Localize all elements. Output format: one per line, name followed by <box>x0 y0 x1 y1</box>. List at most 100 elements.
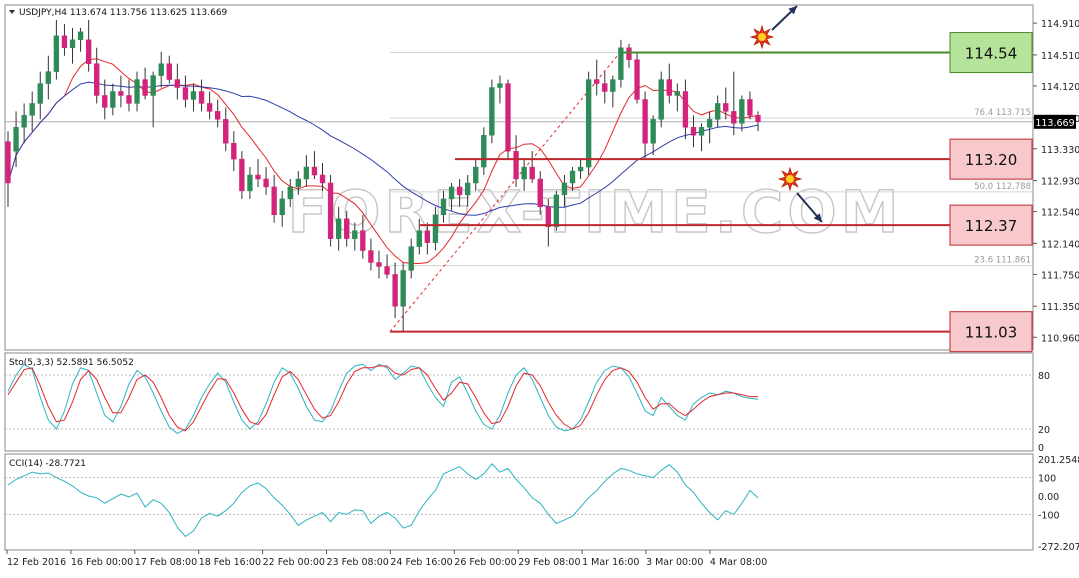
candle-body <box>295 178 301 188</box>
candle <box>674 83 681 112</box>
candle-body <box>287 186 293 200</box>
price-axis-label: 112.930 <box>1041 177 1079 188</box>
candle-body <box>513 150 519 180</box>
candle-body <box>553 194 560 227</box>
candle-body <box>715 103 721 120</box>
candle <box>37 71 43 120</box>
price-panel <box>4 4 1034 351</box>
price-axis-label: 114.910 <box>1041 19 1079 30</box>
candle <box>182 75 189 108</box>
price-axis-label: 111.350 <box>1041 302 1079 313</box>
candle <box>497 75 503 104</box>
candle-body <box>319 174 326 184</box>
price-axis-label: 111.750 <box>1041 270 1079 281</box>
candle <box>45 55 51 100</box>
candle-body <box>610 79 616 92</box>
candle-body <box>731 111 737 124</box>
candle <box>5 131 11 207</box>
dropdown-icon[interactable] <box>9 10 15 14</box>
time-axis-label: 24 Feb 16:00 <box>390 557 452 568</box>
candle <box>448 182 455 211</box>
current-price-text: 113.669 <box>1035 118 1074 129</box>
candle-body <box>5 141 11 184</box>
candle <box>150 71 156 128</box>
candle-body <box>618 47 624 80</box>
cci-panel <box>4 453 1034 551</box>
chart-title: USDJPY,H4 113.674 113.756 113.625 113.66… <box>19 8 228 18</box>
candle <box>505 79 511 160</box>
candle <box>13 111 19 168</box>
candle <box>747 91 753 120</box>
candle <box>594 59 600 96</box>
sto-axis-label: 20 <box>1038 425 1050 436</box>
candle-body <box>626 47 632 60</box>
candle <box>126 79 132 112</box>
candle <box>134 71 140 112</box>
explosion-core <box>786 175 794 183</box>
candle <box>29 91 35 132</box>
candle <box>440 190 447 223</box>
candle <box>561 175 568 207</box>
candle <box>311 151 318 179</box>
candle <box>319 163 326 191</box>
fib-diagonal <box>389 52 621 333</box>
candle <box>569 167 576 191</box>
candle-body <box>206 103 213 112</box>
arrow-head <box>813 213 822 222</box>
time-axis-label: 12 Feb 2016 <box>7 557 66 568</box>
candle-body <box>400 270 406 307</box>
candle-body <box>335 218 342 239</box>
candle <box>723 87 729 120</box>
sto-axis-label: 0 <box>1038 443 1044 454</box>
arrow-up-icon <box>771 5 798 31</box>
candle-body <box>247 174 253 192</box>
candle <box>344 210 350 247</box>
candle <box>174 63 181 100</box>
sto-axis-label: 80 <box>1038 371 1050 382</box>
fib-label: 76.4 113.715 <box>974 108 1031 118</box>
explosion-core <box>758 33 766 41</box>
candle-body <box>602 83 608 92</box>
candle-body <box>408 246 414 271</box>
time-axis-label: 22 Feb 00:00 <box>263 557 325 568</box>
candle <box>102 79 108 120</box>
level-box-bg <box>949 138 1033 180</box>
candle-body <box>190 91 197 100</box>
candle-body <box>327 182 334 239</box>
candle <box>69 27 76 64</box>
level-box: 112.37 <box>949 204 1033 246</box>
candle <box>521 159 527 191</box>
candle <box>553 190 560 231</box>
candle <box>61 23 68 56</box>
candle <box>537 171 543 215</box>
candle <box>190 83 197 112</box>
time-axis-label: 4 Mar 08:00 <box>710 557 767 568</box>
candle-body <box>642 99 648 144</box>
level-box: 114.54 <box>949 32 1033 74</box>
candle-body <box>198 91 205 104</box>
candle <box>650 115 656 156</box>
candle-body <box>21 115 27 128</box>
candle <box>360 214 366 259</box>
candle <box>610 75 616 108</box>
candle <box>287 178 293 207</box>
candle-body <box>489 87 495 136</box>
candle <box>473 159 479 191</box>
candle <box>739 95 745 132</box>
candle <box>545 198 551 247</box>
candle-body <box>424 230 431 243</box>
cci-axis-label: 201.2548 <box>1038 455 1079 466</box>
time-axis-label: 18 Feb 16:00 <box>199 557 261 568</box>
explosion-icon <box>777 166 803 192</box>
candle-body <box>134 79 140 104</box>
candle <box>626 43 632 68</box>
candle <box>279 190 285 227</box>
candle-body <box>432 214 439 243</box>
candle <box>392 262 398 319</box>
price-axis-label: 112.540 <box>1041 208 1079 219</box>
cci-axis-label: 100 <box>1038 474 1056 485</box>
candle <box>263 167 269 195</box>
candle <box>142 67 148 100</box>
